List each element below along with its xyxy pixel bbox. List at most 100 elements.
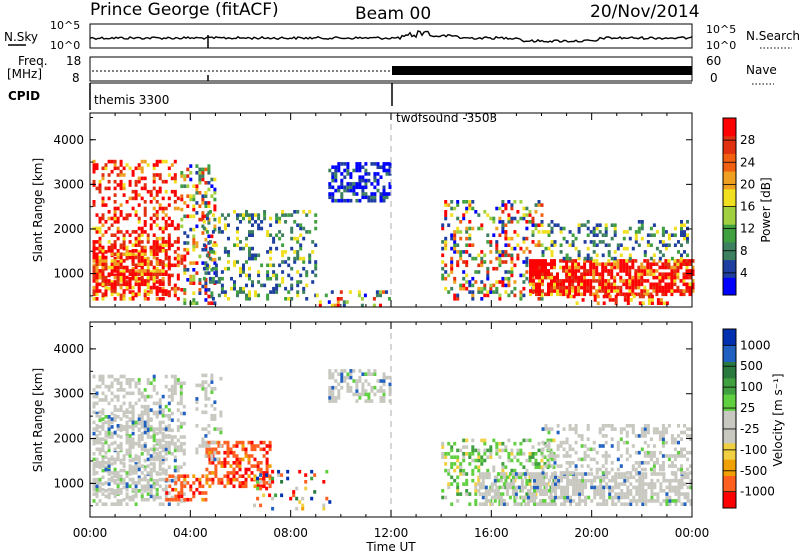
power-echo-cell <box>131 189 135 194</box>
vel-echo-cell <box>95 494 99 499</box>
vel-echo-cell <box>164 425 168 429</box>
vel-echo-cell <box>113 447 117 452</box>
vel-echo-cell <box>662 475 666 480</box>
vel-echo-cell <box>192 494 196 499</box>
power-echo-cell <box>610 223 614 227</box>
vel-echo-cell <box>155 487 159 492</box>
power-echo-cell <box>501 276 505 281</box>
vel-echo-cell <box>502 499 506 503</box>
vel-echo-cell <box>641 489 645 493</box>
vel-echo-cell <box>122 427 126 431</box>
vel-echo-cell <box>164 374 168 379</box>
power-echo-cell <box>631 259 635 263</box>
vel-echo-cell <box>480 455 484 459</box>
vel-echo-cell <box>459 472 463 476</box>
vel-echo-cell <box>643 450 647 455</box>
power-echo-cell <box>125 255 129 260</box>
power-echo-cell <box>525 206 529 211</box>
vel-echo-cell <box>539 489 542 493</box>
power-echo-cell <box>254 293 257 298</box>
vel-echo-cell <box>450 448 454 453</box>
power-echo-cell <box>272 236 276 241</box>
power-echo-cell <box>628 279 632 283</box>
power-echo-cell <box>531 240 535 244</box>
vel-echo-cell <box>388 399 392 403</box>
vel-echo-cell <box>92 437 96 441</box>
power-echo-cell <box>456 203 460 207</box>
power-echo-cell <box>245 273 248 278</box>
vel-echo-cell <box>143 404 147 409</box>
vel-echo-cell <box>635 502 639 506</box>
power-echo-cell <box>637 226 641 231</box>
vel-echo-cell <box>495 445 499 449</box>
power-echo-cell <box>571 285 575 290</box>
power-echo-cell <box>189 171 193 175</box>
power-echo-cell <box>98 269 102 273</box>
vel-echo-cell <box>677 489 681 493</box>
vel-echo-cell <box>265 486 269 491</box>
power-echo-cell <box>161 226 165 231</box>
vel-echo-cell <box>635 499 639 503</box>
vel-echo-cell <box>552 438 556 443</box>
vel-echo-cell <box>122 464 126 468</box>
power-echo-cell <box>358 168 362 173</box>
vel-echo-cell <box>602 499 606 503</box>
power-echo-cell <box>158 286 162 291</box>
vel-echo-cell <box>677 478 681 483</box>
power-echo-cell <box>299 246 303 251</box>
power-ytick-label: 1000 <box>53 267 84 281</box>
vel-echo-cell <box>388 392 392 397</box>
vel-echo-cell <box>616 444 620 448</box>
vel-echo-cell <box>235 477 239 482</box>
power-echo-cell <box>331 195 335 200</box>
power-echo-cell <box>155 236 159 241</box>
vel-echo-cell <box>575 485 579 490</box>
vel-echo-cell <box>640 434 644 438</box>
power-echo-cell <box>516 253 520 258</box>
power-echo-cell <box>480 286 484 291</box>
power-echo-cell <box>217 280 221 284</box>
vel-echo-cell <box>343 375 347 380</box>
vel-echo-cell <box>158 457 162 462</box>
vel-echo-cell <box>98 437 102 441</box>
vel-echo-cell <box>110 384 114 389</box>
power-echo-cell <box>525 213 529 217</box>
vel-echo-cell <box>596 485 600 490</box>
power-echo-cell <box>501 200 505 204</box>
power-echo-cell <box>565 240 569 244</box>
power-echo-cell <box>336 300 340 304</box>
vel-echo-cell <box>256 467 260 472</box>
vel-echo-cell <box>677 434 680 438</box>
vel-echo-cell <box>226 440 230 445</box>
power-echo-cell <box>661 240 665 244</box>
vel-echo-cell <box>546 438 550 443</box>
power-echo-cell <box>550 282 553 287</box>
power-echo-cell <box>577 262 581 266</box>
power-echo-cell <box>575 301 579 305</box>
power-echo-cell <box>364 192 368 196</box>
power-echo-cell <box>119 213 123 217</box>
vel-echo-cell <box>484 492 488 496</box>
power-echo-cell <box>254 290 257 294</box>
vel-echo-cell <box>575 502 579 506</box>
power-echo-cell <box>385 162 389 166</box>
vel-echo-cell <box>519 452 523 456</box>
power-echo-cell <box>217 220 221 224</box>
power-echo-cell <box>192 278 196 282</box>
power-echo-cell <box>622 265 626 270</box>
power-echo-cell <box>516 210 520 214</box>
vel-echo-cell <box>131 431 135 436</box>
power-echo-cell <box>201 217 205 222</box>
vel-echo-cell <box>173 384 177 389</box>
vel-echo-cell <box>104 438 108 443</box>
vel-echo-cell <box>92 484 96 489</box>
power-echo-cell <box>640 282 644 287</box>
vel-echo-cell <box>650 472 654 476</box>
vel-echo-cell <box>483 458 487 463</box>
vel-echo-cell <box>589 467 593 472</box>
power-echo-cell <box>220 283 224 288</box>
vel-echo-cell <box>453 478 457 483</box>
vel-echo-cell <box>137 427 141 431</box>
vel-echo-cell <box>604 424 608 428</box>
vel-echo-cell <box>158 477 162 482</box>
